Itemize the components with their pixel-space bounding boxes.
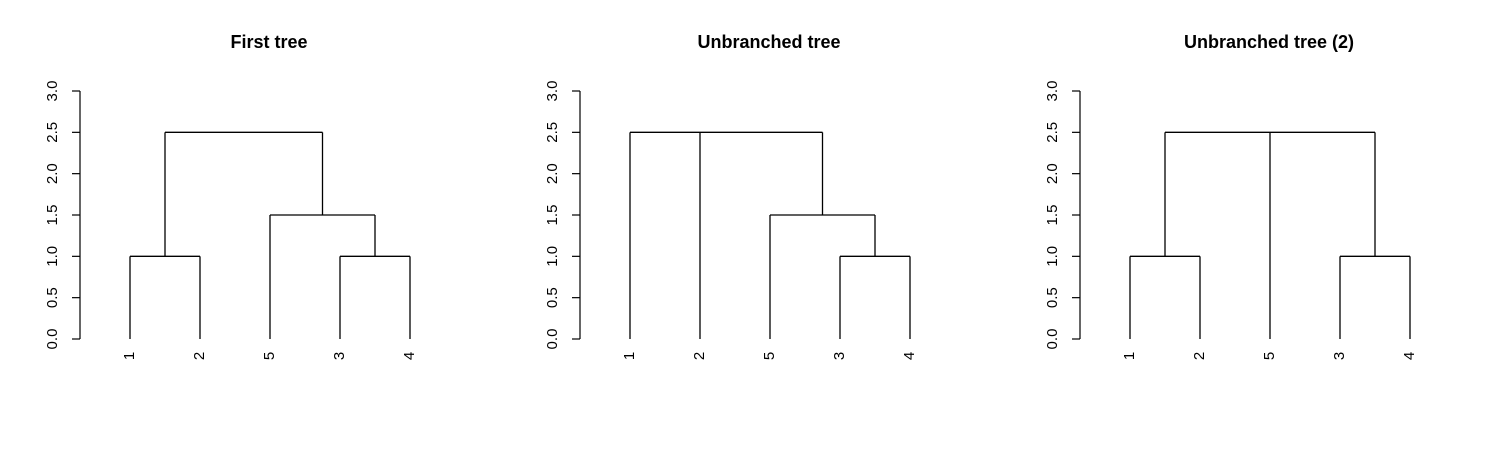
y-tick-label: 0.5 [544, 287, 561, 308]
chart-title: Unbranched tree [697, 32, 840, 52]
leaf-label: 4 [901, 352, 918, 360]
y-tick-label: 0.5 [1044, 287, 1061, 308]
leaf-label: 5 [261, 352, 278, 360]
y-tick-label: 0.0 [44, 329, 61, 350]
y-tick-label: 2.5 [544, 122, 561, 143]
leaf-label: 5 [761, 352, 778, 360]
y-tick-label: 3.0 [1044, 81, 1061, 102]
chart-panel: First tree 0.0 0.5 1.0 1.5 2.0 2.5 3.0 1 2 5 3 4 [44, 32, 418, 360]
leaf-label: 1 [621, 352, 638, 360]
y-tick-label: 1.5 [544, 205, 561, 226]
y-tick-label: 2.0 [1044, 163, 1061, 184]
y-tick-label: 0.5 [44, 287, 61, 308]
chart-title: First tree [230, 32, 307, 52]
y-tick-label: 3.0 [44, 81, 61, 102]
y-tick-label: 3.0 [544, 81, 561, 102]
y-tick-label: 1.5 [1044, 205, 1061, 226]
leaf-label: 2 [1191, 352, 1208, 360]
chart-title: Unbranched tree (2) [1184, 32, 1354, 52]
leaf-label: 1 [1121, 352, 1138, 360]
y-tick-label: 2.0 [544, 163, 561, 184]
y-tick-label: 0.0 [1044, 329, 1061, 350]
chart-panel: Unbranched tree (2) 0.0 0.5 1.0 1.5 2.0 2.5 3.0… [1044, 32, 1418, 360]
leaf-label: 5 [1261, 352, 1278, 360]
leaf-label: 3 [331, 352, 348, 360]
leaf-label: 4 [401, 352, 418, 360]
y-tick-label: 2.0 [44, 163, 61, 184]
leaf-label: 4 [1401, 352, 1418, 360]
y-tick-label: 1.0 [544, 246, 561, 267]
chart-panel: Unbranched tree 0.0 0.5 1.0 1.5 2.0 2.5 3.0 1 2 5 3… [544, 32, 918, 360]
leaf-label: 2 [191, 352, 208, 360]
y-tick-label: 0.0 [544, 329, 561, 350]
y-tick-label: 2.5 [1044, 122, 1061, 143]
y-tick-label: 1.0 [1044, 246, 1061, 267]
leaf-label: 3 [1331, 352, 1348, 360]
y-tick-label: 1.5 [44, 205, 61, 226]
y-tick-label: 1.0 [44, 246, 61, 267]
leaf-label: 1 [121, 352, 138, 360]
leaf-label: 2 [691, 352, 708, 360]
y-tick-label: 2.5 [44, 122, 61, 143]
leaf-label: 3 [831, 352, 848, 360]
